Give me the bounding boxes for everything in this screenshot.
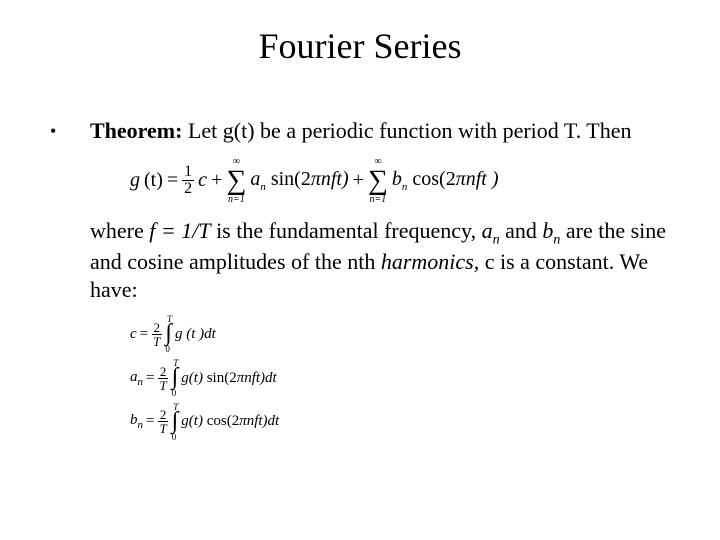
where-mid1: is the fundamental frequency, [211,218,482,243]
cos-tail: nft ) [466,168,499,190]
a-body: g(t) sin(2πnft)dt [181,370,276,387]
b-int-bot: 0 [172,433,177,441]
lhs-g: g [130,169,140,192]
bullet-marker: • [50,117,90,142]
a-int-bot: 0 [172,389,177,397]
a-frac-num: 2 [158,365,169,379]
sin-tail: nft) [321,168,349,190]
half-num: 1 [182,164,194,181]
theorem-line: Theorem: Let g(t) be a periodic function… [90,117,670,145]
where-pre: where [90,218,149,243]
c-frac-num: 2 [152,321,163,335]
plus1: + [211,169,222,192]
sigma1-sym: ∑ [226,167,246,195]
c-frac: 2 T [151,321,162,348]
b-int: T ∫ 0 [172,403,179,441]
b-body2: cos(2 [203,413,239,429]
where-line: where f = 1/T is the fundamental frequen… [90,217,670,304]
bn-b: b [392,168,402,190]
a-integral: an = 2 T T ∫ 0 g(t) sin(2πnft)dt [130,359,670,397]
c-body: g (t )dt [175,326,216,343]
a-frac: 2 T [157,365,168,392]
b-body1: g(t) [181,413,203,429]
main-formula: g(t) = 1 2 c + ∞ ∑ n=1 an sin(2πnft) + [130,157,670,205]
c-lhs: c [130,326,137,343]
plus2: + [353,169,364,192]
a-int-sym: ∫ [172,367,179,389]
an-subscript: n [493,232,500,247]
term2: bn cos(2πnft ) [392,168,499,193]
c-int: T ∫ 0 [165,315,172,353]
b-pi: π [239,413,247,429]
a-lhs-wrap: an [130,369,143,388]
sigma1-bot: n=1 [228,195,245,205]
a-body1: g(t) [181,370,203,386]
an-label: a [482,218,493,243]
slide-title: Fourier Series [50,25,670,67]
a-eq: = [146,370,154,387]
sin-open: sin(2 [266,168,311,190]
half-den: 2 [182,181,194,197]
b-lhs: b [130,412,138,428]
a-frac-den: T [157,379,168,392]
a-body3: nft)dt [244,370,277,386]
pi1: π [311,168,321,190]
b-frac-num: 2 [158,408,169,422]
integral-formulas: c = 2 T T ∫ 0 g (t )dt an = [130,315,670,440]
pi2: π [456,168,466,190]
an-a: a [250,168,260,190]
b-body3: nft)dt [247,413,280,429]
sigma2-sym: ∑ [368,167,388,195]
c-int-bot: 0 [165,345,170,353]
term1: an sin(2πnft) [250,168,348,193]
slide: Fourier Series • Theorem: Let g(t) be a … [0,0,720,540]
f-eq: f = 1/T [149,218,210,243]
c-integral: c = 2 T T ∫ 0 g (t )dt [130,315,670,353]
formula-gt: g(t) = 1 2 c + ∞ ∑ n=1 an sin(2πnft) + [130,157,670,205]
b-frac: 2 T [157,408,168,435]
b-integral: bn = 2 T T ∫ 0 g(t) cos(2πnft)dt [130,403,670,441]
sigma2-bot: n=1 [370,195,387,205]
c-const: c [198,169,207,192]
lhs-arg: (t) [144,169,163,192]
bn-label: b [542,218,553,243]
a-body2: sin(2 [203,370,237,386]
b-lhs-sub: n [138,419,144,431]
body-content: Theorem: Let g(t) be a periodic function… [90,117,670,453]
cos-open: cos(2 [407,168,455,190]
bullet-row: • Theorem: Let g(t) be a periodic functi… [50,117,670,453]
b-int-sym: ∫ [172,411,179,433]
harmonics-word: harmonics, [381,249,479,274]
c-eq: = [140,326,148,343]
b-frac-den: T [157,422,168,435]
b-eq: = [146,413,154,430]
theorem-label: Theorem: [90,118,182,143]
a-int: T ∫ 0 [172,359,179,397]
c-frac-den: T [151,335,162,348]
half-frac: 1 2 [182,164,194,197]
theorem-text: Let g(t) be a periodic function with per… [182,118,631,143]
where-and: and [500,218,543,243]
eq: = [167,169,178,192]
b-body: g(t) cos(2πnft)dt [181,413,279,430]
b-lhs-wrap: bn [130,412,143,431]
a-lhs: a [130,369,138,385]
a-lhs-sub: n [138,376,144,388]
c-int-sym: ∫ [165,323,172,345]
sigma1: ∞ ∑ n=1 [226,157,246,205]
sigma2: ∞ ∑ n=1 [368,157,388,205]
